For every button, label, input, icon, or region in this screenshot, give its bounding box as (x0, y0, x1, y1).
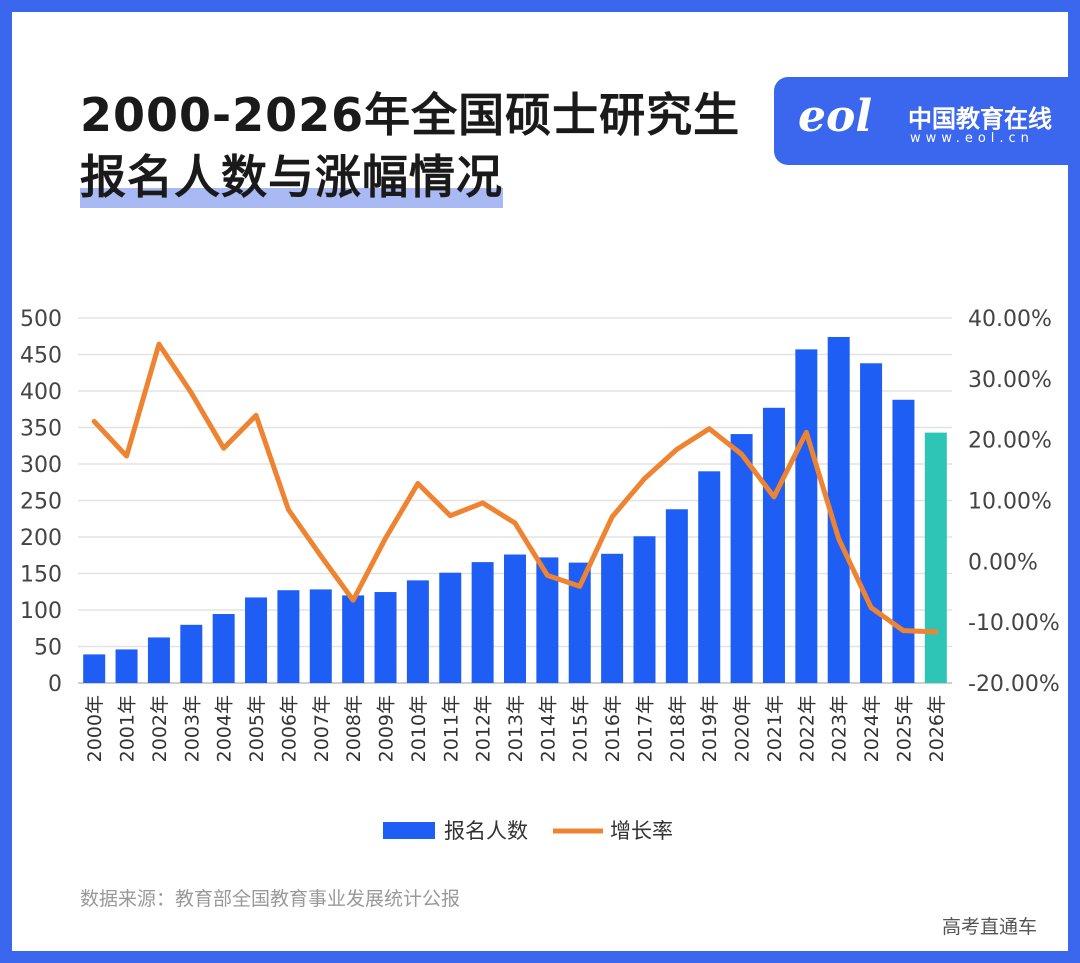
x-tick-label: 2004年 (214, 695, 236, 762)
bar (277, 590, 300, 683)
x-tick-label: 2015年 (570, 695, 592, 762)
x-tick-label: 2020年 (732, 695, 754, 762)
bar (924, 432, 947, 683)
x-tick-label: 2006年 (278, 695, 300, 762)
x-tick-label: 2000年 (84, 695, 106, 762)
x-tick-label: 2013年 (505, 695, 527, 762)
left-tick-label: 50 (34, 636, 62, 661)
right-tick-label: -20.00% (968, 672, 1060, 697)
bar (665, 509, 688, 683)
x-tick-label: 2012年 (473, 695, 495, 762)
left-tick-label: 400 (20, 380, 62, 405)
bar (245, 597, 268, 683)
legend-bar-swatch (383, 822, 435, 839)
bar (504, 554, 526, 683)
title-line-1: 2000-2026年全国硕士研究生 (80, 88, 741, 142)
x-tick-label: 2021年 (764, 695, 786, 762)
x-tick-label: 2016年 (602, 695, 624, 762)
x-tick-label: 2019年 (699, 695, 721, 762)
left-tick-label: 100 (20, 599, 62, 624)
right-tick-label: -10.00% (968, 611, 1060, 636)
x-tick-label: 2008年 (343, 695, 365, 762)
corner-label: 高考直通车 (942, 916, 1038, 938)
x-tick-label: 2023年 (829, 695, 851, 762)
x-tick-label: 2018年 (667, 695, 689, 762)
x-tick-label: 2025年 (893, 695, 915, 762)
x-tick-label: 2017年 (634, 695, 656, 762)
x-tick-label: 2022年 (796, 695, 818, 762)
right-tick-label: 20.00% (968, 429, 1052, 454)
left-tick-label: 150 (20, 563, 62, 588)
bar (633, 536, 656, 683)
x-tick-label: 2014年 (537, 695, 559, 762)
logo-name: 中国教育在线 (908, 105, 1052, 133)
legend-line-label: 增长率 (610, 819, 673, 843)
bar (115, 649, 138, 683)
x-tick-label: 2001年 (117, 695, 139, 762)
title-line-2: 报名人数与涨幅情况 (80, 150, 503, 204)
data-source: 数据来源：教育部全国教育事业发展统计公报 (80, 888, 461, 910)
x-tick-label: 2003年 (181, 695, 203, 762)
bar (698, 471, 721, 683)
x-tick-label: 2009年 (376, 695, 398, 762)
legend-bar-label: 报名人数 (444, 819, 528, 843)
x-tick-label: 2007年 (311, 695, 333, 762)
bar (212, 614, 235, 683)
bar (892, 399, 915, 683)
bar (601, 553, 624, 683)
left-tick-label: 500 (20, 307, 62, 332)
bar (827, 336, 850, 683)
left-tick-label: 200 (20, 526, 62, 551)
bar (762, 407, 785, 683)
x-tick-label: 2011年 (440, 695, 462, 762)
x-tick-label: 2002年 (149, 695, 171, 762)
chart-title: 2000-2026年全国硕士研究生 报名人数与涨幅情况 (80, 84, 740, 208)
bar (374, 592, 397, 683)
logo-url: www.eol.cn (910, 131, 1034, 146)
left-tick-label: 250 (20, 490, 62, 515)
bar (83, 654, 106, 683)
logo-mark: eol (798, 91, 873, 142)
x-tick-label: 2010年 (408, 695, 430, 762)
eol-logo: eol 中国教育在线 www.eol.cn (774, 77, 1080, 165)
bar (406, 580, 429, 683)
x-tick-label: 2024年 (861, 695, 883, 762)
bar (471, 562, 494, 683)
bar (180, 624, 203, 683)
x-tick-label: 2026年 (926, 695, 948, 762)
bar (568, 562, 591, 683)
bar (439, 572, 462, 683)
right-tick-label: 0.00% (968, 550, 1038, 575)
bar (536, 557, 559, 683)
bar (342, 595, 365, 683)
left-tick-label: 350 (20, 417, 62, 442)
right-tick-label: 40.00% (968, 307, 1052, 332)
bar (860, 363, 883, 683)
bar (309, 589, 332, 683)
bar (730, 434, 753, 683)
left-tick-label: 300 (20, 453, 62, 478)
bar (147, 637, 170, 683)
left-tick-label: 0 (48, 672, 62, 697)
left-tick-label: 450 (20, 344, 62, 369)
right-tick-label: 10.00% (968, 490, 1052, 515)
right-tick-label: 30.00% (968, 368, 1052, 393)
x-tick-label: 2005年 (246, 695, 268, 762)
bar (795, 349, 818, 683)
